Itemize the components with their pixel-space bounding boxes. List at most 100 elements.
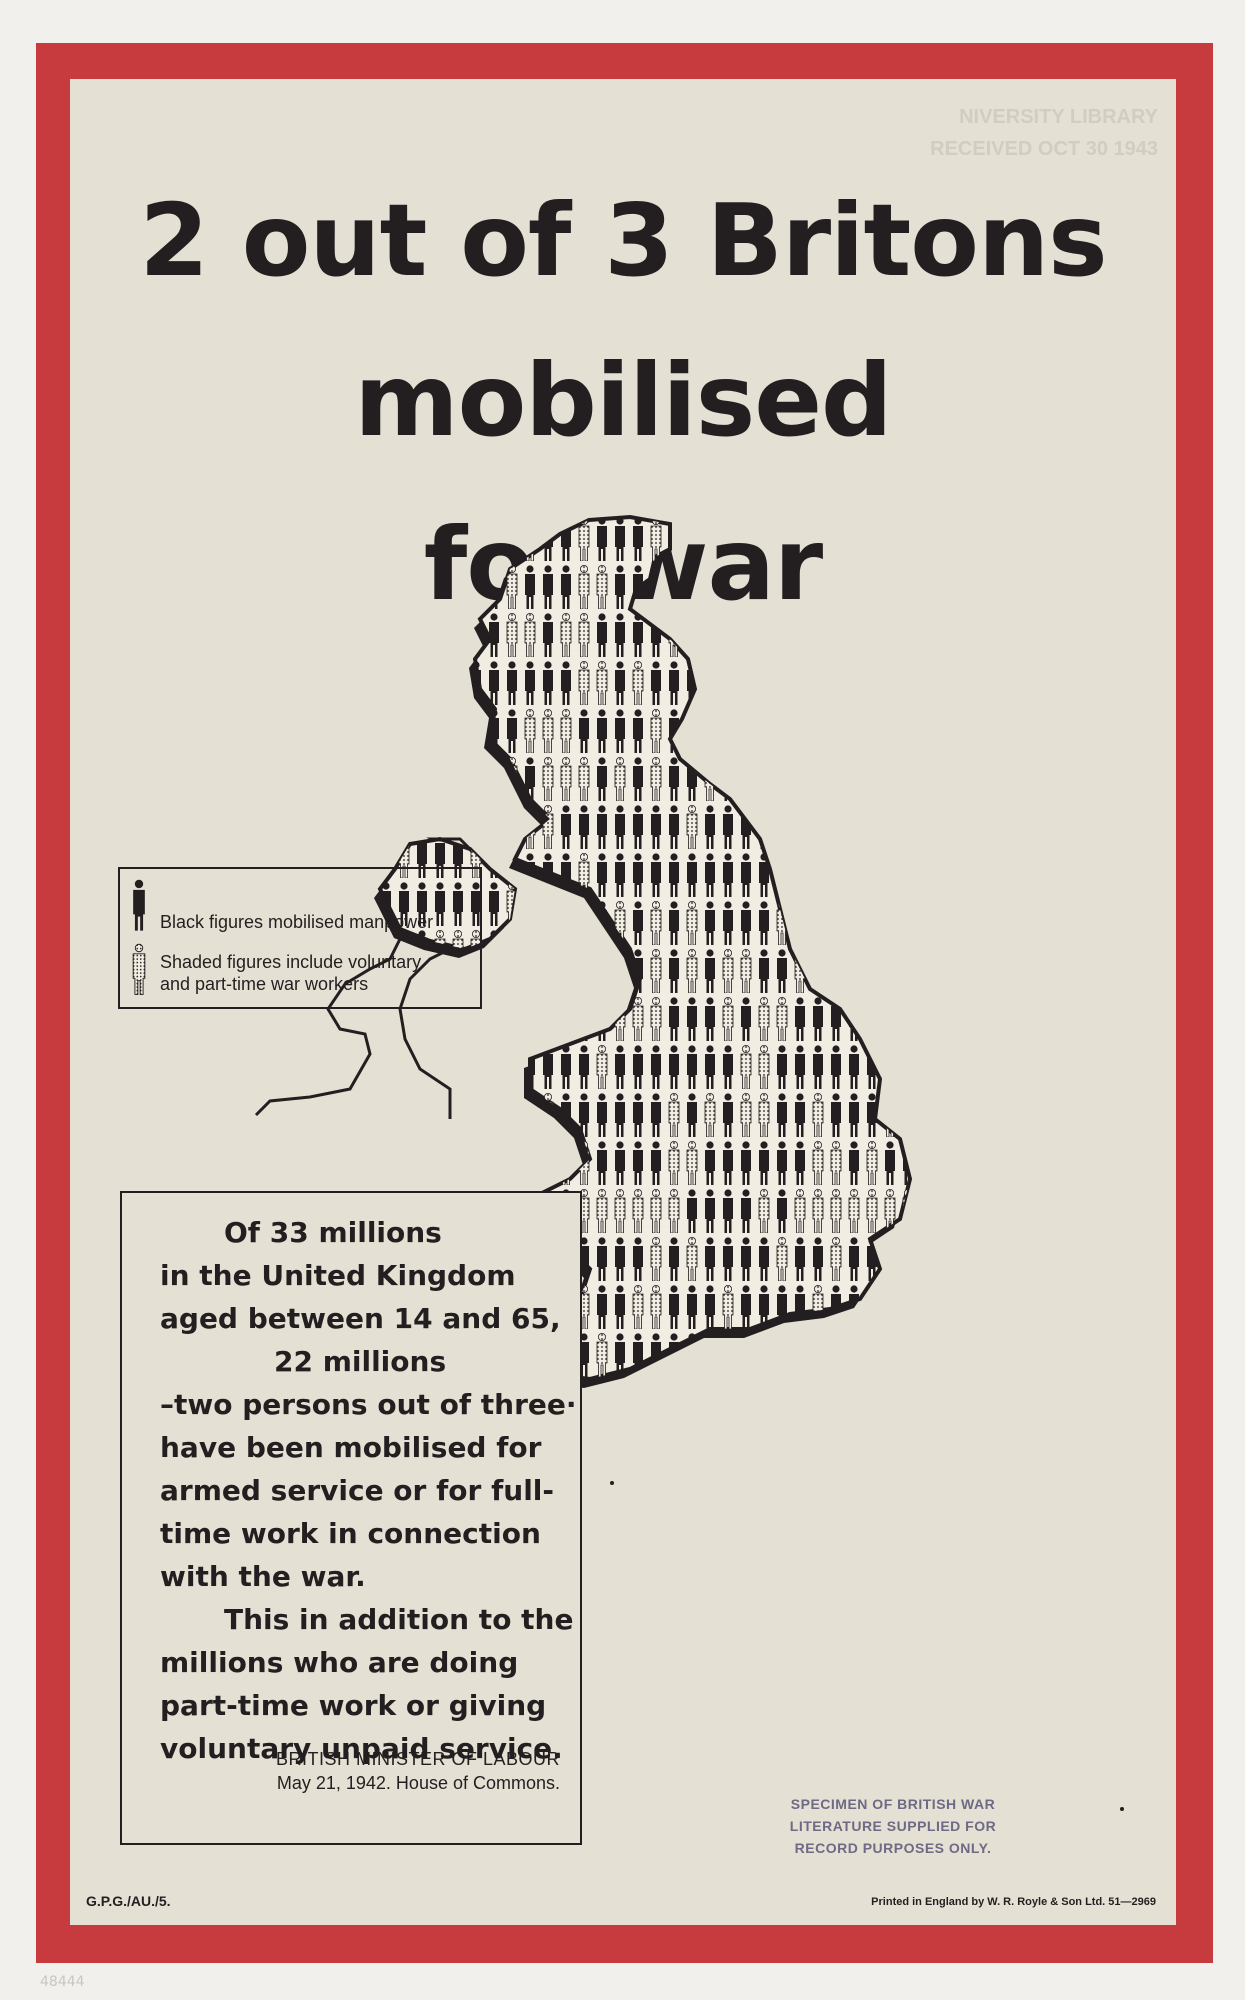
shaded-person-figure-icon: [740, 709, 752, 753]
black-person-figure-icon: [813, 517, 823, 561]
black-person-figure-icon: [561, 901, 571, 945]
black-person-figure-icon: [903, 613, 910, 657]
shaded-person-figure-icon: [470, 805, 482, 849]
shaded-person-figure-icon: [704, 1333, 716, 1377]
shaded-person-figure-icon: [794, 1333, 806, 1377]
black-person-figure-icon: [813, 853, 823, 897]
legend-label-shaded-2: and part-time war workers: [160, 974, 369, 994]
shaded-person-figure-icon: [902, 1381, 910, 1404]
black-person-figure-icon: [133, 879, 145, 931]
black-person-figure-icon: [831, 1333, 841, 1377]
black-person-figure-icon: [795, 709, 805, 753]
quote-line: time work in connection: [160, 1517, 541, 1550]
shaded-person-figure-icon: [902, 997, 910, 1041]
black-person-figure-icon: [903, 805, 910, 849]
black-person-figure-icon: [489, 997, 499, 1041]
black-person-figure-icon: [777, 805, 787, 849]
quote-line: –two persons out of three·: [160, 1388, 577, 1421]
legend-box: Black figures mobilised manpower Shade: [118, 867, 482, 1009]
black-person-figure-icon: [831, 565, 841, 609]
black-person-figure-icon: [525, 997, 535, 1041]
pencil-inventory-mark: 48444: [40, 1974, 85, 1990]
black-person-figure-icon: [813, 949, 823, 993]
shaded-person-figure-icon: [866, 1381, 878, 1404]
quote-line: with the war.: [160, 1560, 366, 1593]
black-person-figure-icon: [687, 613, 697, 657]
black-person-figure-icon: [831, 613, 841, 657]
black-person-figure-icon: [759, 565, 769, 609]
shaded-person-figure-icon: [132, 943, 146, 995]
legend-label-shaded-1: Shaded figures include voluntary: [160, 952, 422, 972]
quote-line: aged between 14 and 65,: [160, 1302, 561, 1335]
printer-credit: Printed in England by W. R. Royle & Son …: [871, 1896, 1156, 1908]
shaded-person-figure-icon: [506, 1093, 518, 1137]
black-person-figure-icon: [849, 1333, 859, 1377]
specimen-line-3: RECORD PURPOSES ONLY.: [794, 1840, 992, 1856]
black-person-figure-icon: [831, 901, 841, 945]
black-person-figure-icon: [867, 1285, 877, 1329]
black-person-figure-icon: [687, 565, 697, 609]
shaded-person-figure-icon: [794, 613, 806, 657]
black-person-figure-icon: [471, 1093, 481, 1137]
attribution-line-2: May 21, 1942. House of Commons.: [276, 1773, 560, 1793]
black-person-figure-icon: [507, 1045, 517, 1089]
shaded-person-figure-icon: [812, 565, 824, 609]
black-person-figure-icon: [759, 613, 769, 657]
quote-line: Of 33 millions: [224, 1216, 442, 1249]
shaded-person-figure-icon: [830, 949, 842, 993]
black-person-figure-icon: [885, 997, 895, 1041]
black-person-figure-icon: [813, 805, 823, 849]
black-person-figure-icon: [651, 1381, 661, 1404]
quote-line: part-time work or giving: [160, 1689, 547, 1722]
black-person-figure-icon: [471, 757, 481, 801]
shaded-person-figure-icon: [884, 1237, 896, 1281]
black-person-figure-icon: [723, 613, 733, 657]
shaded-person-figure-icon: [812, 613, 824, 657]
black-person-figure-icon: [831, 853, 841, 897]
black-person-figure-icon: [795, 901, 805, 945]
black-person-figure-icon: [669, 565, 679, 609]
shaded-person-figure-icon: [578, 901, 590, 945]
black-person-figure-icon: [543, 901, 553, 945]
black-person-figure-icon: [831, 1381, 841, 1404]
headline-line-2: mobilised: [354, 342, 892, 459]
black-person-figure-icon: [885, 565, 895, 609]
black-person-figure-icon: [507, 930, 515, 949]
shaded-person-figure-icon: [866, 565, 878, 609]
shaded-person-figure-icon: [884, 1333, 896, 1377]
specimen-line-1: SPECIMEN OF BRITISH WAR: [790, 1796, 996, 1812]
black-person-figure-icon: [885, 949, 895, 993]
black-person-figure-icon: [507, 949, 517, 993]
black-person-figure-icon: [489, 949, 499, 993]
shaded-person-figure-icon: [902, 1045, 910, 1089]
shaded-person-figure-icon: [758, 1333, 770, 1377]
black-person-figure-icon: [867, 517, 877, 561]
black-person-figure-icon: [741, 613, 751, 657]
black-person-figure-icon: [795, 661, 805, 705]
black-person-figure-icon: [849, 805, 859, 849]
shaded-person-figure-icon: [884, 901, 896, 945]
black-person-figure-icon: [471, 565, 481, 609]
shaded-person-figure-icon: [866, 1333, 878, 1377]
shaded-person-figure-icon: [704, 709, 716, 753]
black-person-figure-icon: [867, 805, 877, 849]
legend-row-black: Black figures mobilised manpower: [132, 879, 472, 933]
faint-stamp-line: RECEIVED OCT 30 1943: [930, 138, 1158, 160]
shaded-person-figure-icon: [776, 853, 788, 897]
black-person-figure-icon: [867, 757, 877, 801]
shaded-person-figure-icon: [740, 661, 752, 705]
black-person-figure-icon: [777, 661, 787, 705]
shaded-person-figure-icon: [848, 613, 860, 657]
faint-stamp-line: NIVERSITY LIBRARY: [959, 106, 1158, 128]
black-person-figure-icon: [885, 709, 895, 753]
quote-box: Of 33 millions in the United Kingdom age…: [120, 1191, 582, 1845]
shaded-person-figure-icon: [812, 709, 824, 753]
specimen-stamp: SPECIMEN OF BRITISH WAR LITERATURE SUPPL…: [778, 1793, 1008, 1859]
quote-line: 22 millions: [274, 1345, 447, 1378]
black-person-figure-icon: [723, 1333, 733, 1377]
legend-row-shaded: Shaded figures include voluntary and par…: [132, 943, 472, 1003]
black-person-figure-icon: [615, 1381, 625, 1404]
shaded-person-figure-icon: [704, 661, 716, 705]
black-person-figure-icon: [633, 1381, 643, 1404]
shaded-person-figure-icon: [830, 517, 842, 561]
